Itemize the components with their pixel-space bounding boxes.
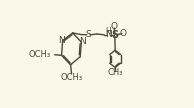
Text: O: O xyxy=(111,22,118,31)
Text: H: H xyxy=(106,27,111,36)
Text: S: S xyxy=(85,30,91,39)
Text: N: N xyxy=(105,30,112,39)
Text: O: O xyxy=(120,29,127,38)
Text: N: N xyxy=(58,36,65,45)
Text: OCH₃: OCH₃ xyxy=(28,50,50,59)
Text: OCH₃: OCH₃ xyxy=(61,73,83,83)
Text: S: S xyxy=(111,30,118,40)
Text: N: N xyxy=(79,37,86,46)
Text: CH₃: CH₃ xyxy=(107,68,123,77)
